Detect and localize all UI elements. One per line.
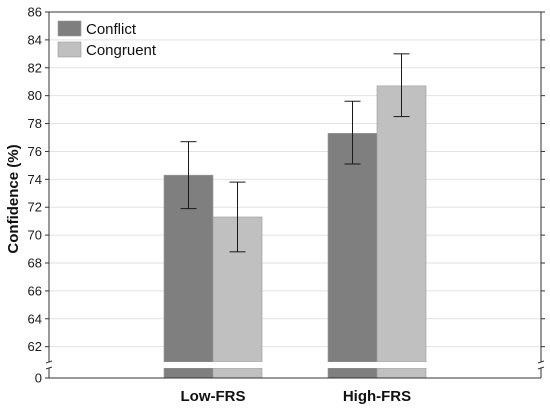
error-bars (180, 53, 410, 253)
break-mark (45, 366, 53, 370)
y-tick-labels: 62 64 66 68 70 72 74 76 78 80 82 84 86 0 (28, 5, 42, 386)
y-tick-label: 84 (28, 32, 42, 47)
axis-break (43, 362, 547, 368)
bar-conflict-high-frs (327, 133, 378, 363)
legend-label-congruent: Congruent (86, 42, 157, 59)
y-tick-label: 82 (28, 60, 42, 75)
y-tick-label: 74 (28, 172, 42, 187)
y-tick-label: 76 (28, 144, 42, 159)
break-mark (537, 360, 545, 364)
x-category-labels: Low-FRS High-FRS (181, 388, 412, 405)
y-tick-label: 62 (28, 339, 42, 354)
bars (163, 85, 427, 379)
y-tick-label: 72 (28, 200, 42, 215)
x-category-label: High-FRS (343, 388, 411, 405)
y-tick-label: 80 (28, 88, 42, 103)
y-tick-label: 0 (35, 371, 42, 386)
gridlines (49, 39, 541, 348)
y-tick-label: 86 (28, 5, 42, 20)
legend-label-conflict: Conflict (86, 21, 137, 38)
y-tick-label: 78 (28, 116, 42, 131)
legend: Conflict Congruent (57, 20, 157, 59)
legend-swatch-conflict (57, 20, 82, 37)
bar-stub-conflict-low-frs (163, 367, 214, 379)
y-axis-title: Confidence (%) (5, 144, 22, 253)
y-tick-label: 64 (28, 311, 42, 326)
axes (45, 11, 545, 379)
bar-congruent-high-frs (376, 85, 427, 363)
bar-stub-congruent-low-frs (212, 367, 263, 379)
break-mark (45, 360, 53, 364)
axis-break-band (43, 362, 547, 368)
break-mark (537, 366, 545, 370)
y-tick-label: 68 (28, 255, 42, 270)
y-tick-label: 66 (28, 283, 42, 298)
legend-swatch-congruent (57, 41, 82, 58)
x-category-label: Low-FRS (181, 388, 246, 405)
bar-stub-congruent-high-frs (376, 367, 427, 379)
bar-stub-conflict-high-frs (327, 367, 378, 379)
y-tick-label: 70 (28, 228, 42, 243)
